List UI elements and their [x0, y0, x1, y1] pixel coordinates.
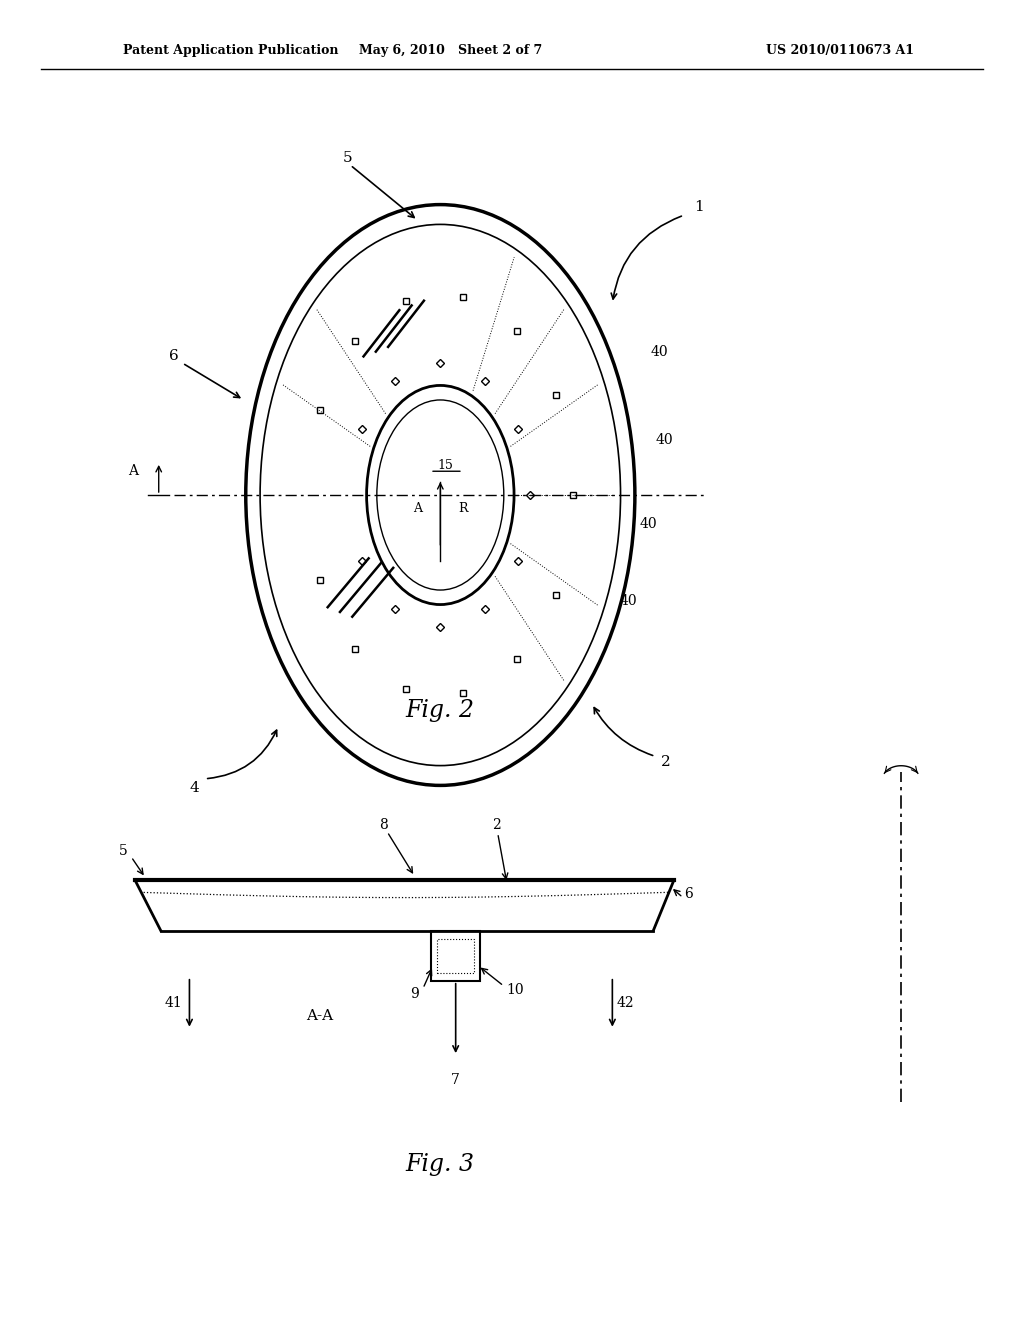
Text: 4: 4 [189, 781, 200, 795]
Text: 6: 6 [169, 350, 179, 363]
Text: 7: 7 [452, 1073, 460, 1088]
Text: 6: 6 [684, 887, 693, 900]
Text: 10: 10 [506, 983, 523, 997]
Text: US 2010/0110673 A1: US 2010/0110673 A1 [766, 44, 913, 57]
Text: 1: 1 [694, 201, 705, 214]
Text: A: A [414, 502, 422, 515]
Text: May 6, 2010   Sheet 2 of 7: May 6, 2010 Sheet 2 of 7 [359, 44, 542, 57]
Text: 8: 8 [380, 818, 388, 832]
Text: 5: 5 [343, 152, 352, 165]
Text: A: A [128, 465, 138, 478]
Text: 40: 40 [620, 594, 637, 607]
Text: R: R [458, 502, 468, 515]
Text: 2: 2 [493, 818, 501, 832]
Text: 40: 40 [650, 346, 668, 359]
Text: 40: 40 [655, 433, 673, 446]
Text: A-A: A-A [306, 1010, 333, 1023]
Bar [437, 939, 474, 973]
Text: 9: 9 [410, 987, 419, 1001]
Text: 2: 2 [660, 755, 671, 768]
Bar [431, 931, 480, 981]
Text: 41: 41 [165, 997, 182, 1010]
Text: 42: 42 [616, 997, 634, 1010]
Text: 40: 40 [640, 517, 657, 531]
Text: 15: 15 [437, 459, 454, 473]
Text: 5: 5 [119, 845, 127, 858]
Text: Fig. 2: Fig. 2 [406, 698, 475, 722]
Text: Fig. 3: Fig. 3 [406, 1152, 475, 1176]
Text: Patent Application Publication: Patent Application Publication [123, 44, 338, 57]
